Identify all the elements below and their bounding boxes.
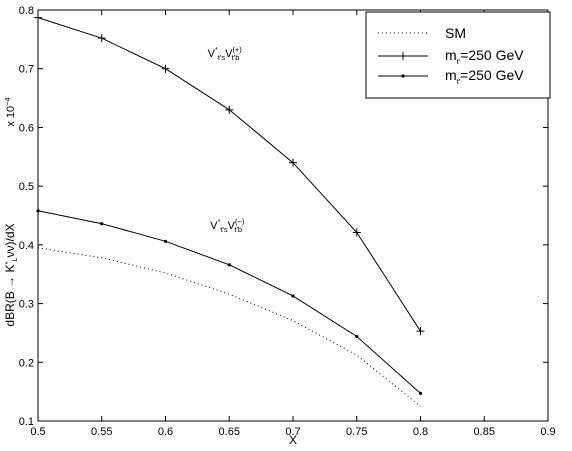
y-tick-label: 0.3 <box>19 299 34 311</box>
series-line-0 <box>37 247 421 407</box>
data-point-dot <box>163 239 168 243</box>
axis-ticks: 0.5 0.55 0.6 0.65 0.7 0.75 0.8 0.85 0.9 0.1 0.2 0.3… <box>19 5 556 438</box>
legend-entry-sm: SM <box>445 25 466 41</box>
data-point-plus <box>34 13 42 22</box>
x-axis-label: X <box>289 433 297 447</box>
data-point-plus <box>225 105 234 114</box>
data-point-plus <box>161 64 170 73</box>
data-point-plus <box>97 34 106 43</box>
y-tick-label: 0.7 <box>19 64 34 76</box>
y-axis-label: dBR(B → K*Lνν)/dX <box>3 223 19 326</box>
legend: SM mt′=250 GeV mt′=250 GeV <box>365 11 551 99</box>
annotation-plus-curve: V*t′sV(+) t′b <box>208 45 243 62</box>
data-point-dot <box>418 391 423 396</box>
y-tick-label: 0.6 <box>19 122 34 134</box>
data-point-dot <box>100 222 104 226</box>
legend-entry-plus: mt′=250 GeV <box>445 47 524 66</box>
series-layer <box>34 13 425 407</box>
y-tick-label: 0.2 <box>19 357 34 369</box>
data-point-dot <box>355 334 359 339</box>
svg-text:x 10−4: x 10−4 <box>3 97 17 126</box>
svg-text:dBR(B → K*Lνν)/dX: dBR(B → K*Lνν)/dX <box>3 223 19 326</box>
data-point-plus <box>289 158 297 167</box>
data-point-dot <box>36 209 40 213</box>
x-tick-label: 0.5 <box>30 426 45 438</box>
x-tick-label: 0.9 <box>540 426 555 438</box>
data-point-dot <box>227 263 231 267</box>
annotation-minus-curve: V*t′sV(−) t′b <box>210 217 245 234</box>
data-point-plus <box>352 228 361 237</box>
x-tick-label: 0.65 <box>219 426 240 438</box>
legend-marker-dot <box>401 74 405 78</box>
series-line-1 <box>37 17 421 332</box>
y-multiplier-label: x 10−4 <box>3 97 17 126</box>
y-tick-label: 0.8 <box>19 5 34 17</box>
legend-entry-dot: mt′=250 GeV <box>445 67 524 86</box>
x-tick-label: 0.85 <box>474 426 495 438</box>
data-point-dot <box>291 294 295 298</box>
data-point-plus <box>416 327 425 336</box>
y-tick-label: 0.5 <box>19 181 34 193</box>
y-tick-label: 0.4 <box>19 240 34 252</box>
x-tick-label: 0.55 <box>91 426 112 438</box>
series-line-2 <box>37 210 421 394</box>
legend-box <box>365 11 551 99</box>
x-tick-label: 0.8 <box>413 426 428 438</box>
y-tick-label: 0.1 <box>19 416 34 428</box>
x-tick-label: 0.6 <box>158 426 173 438</box>
x-tick-label: 0.75 <box>346 426 367 438</box>
legend-marker-plus <box>399 52 407 60</box>
x-tick-label: 0.7 <box>285 426 300 438</box>
